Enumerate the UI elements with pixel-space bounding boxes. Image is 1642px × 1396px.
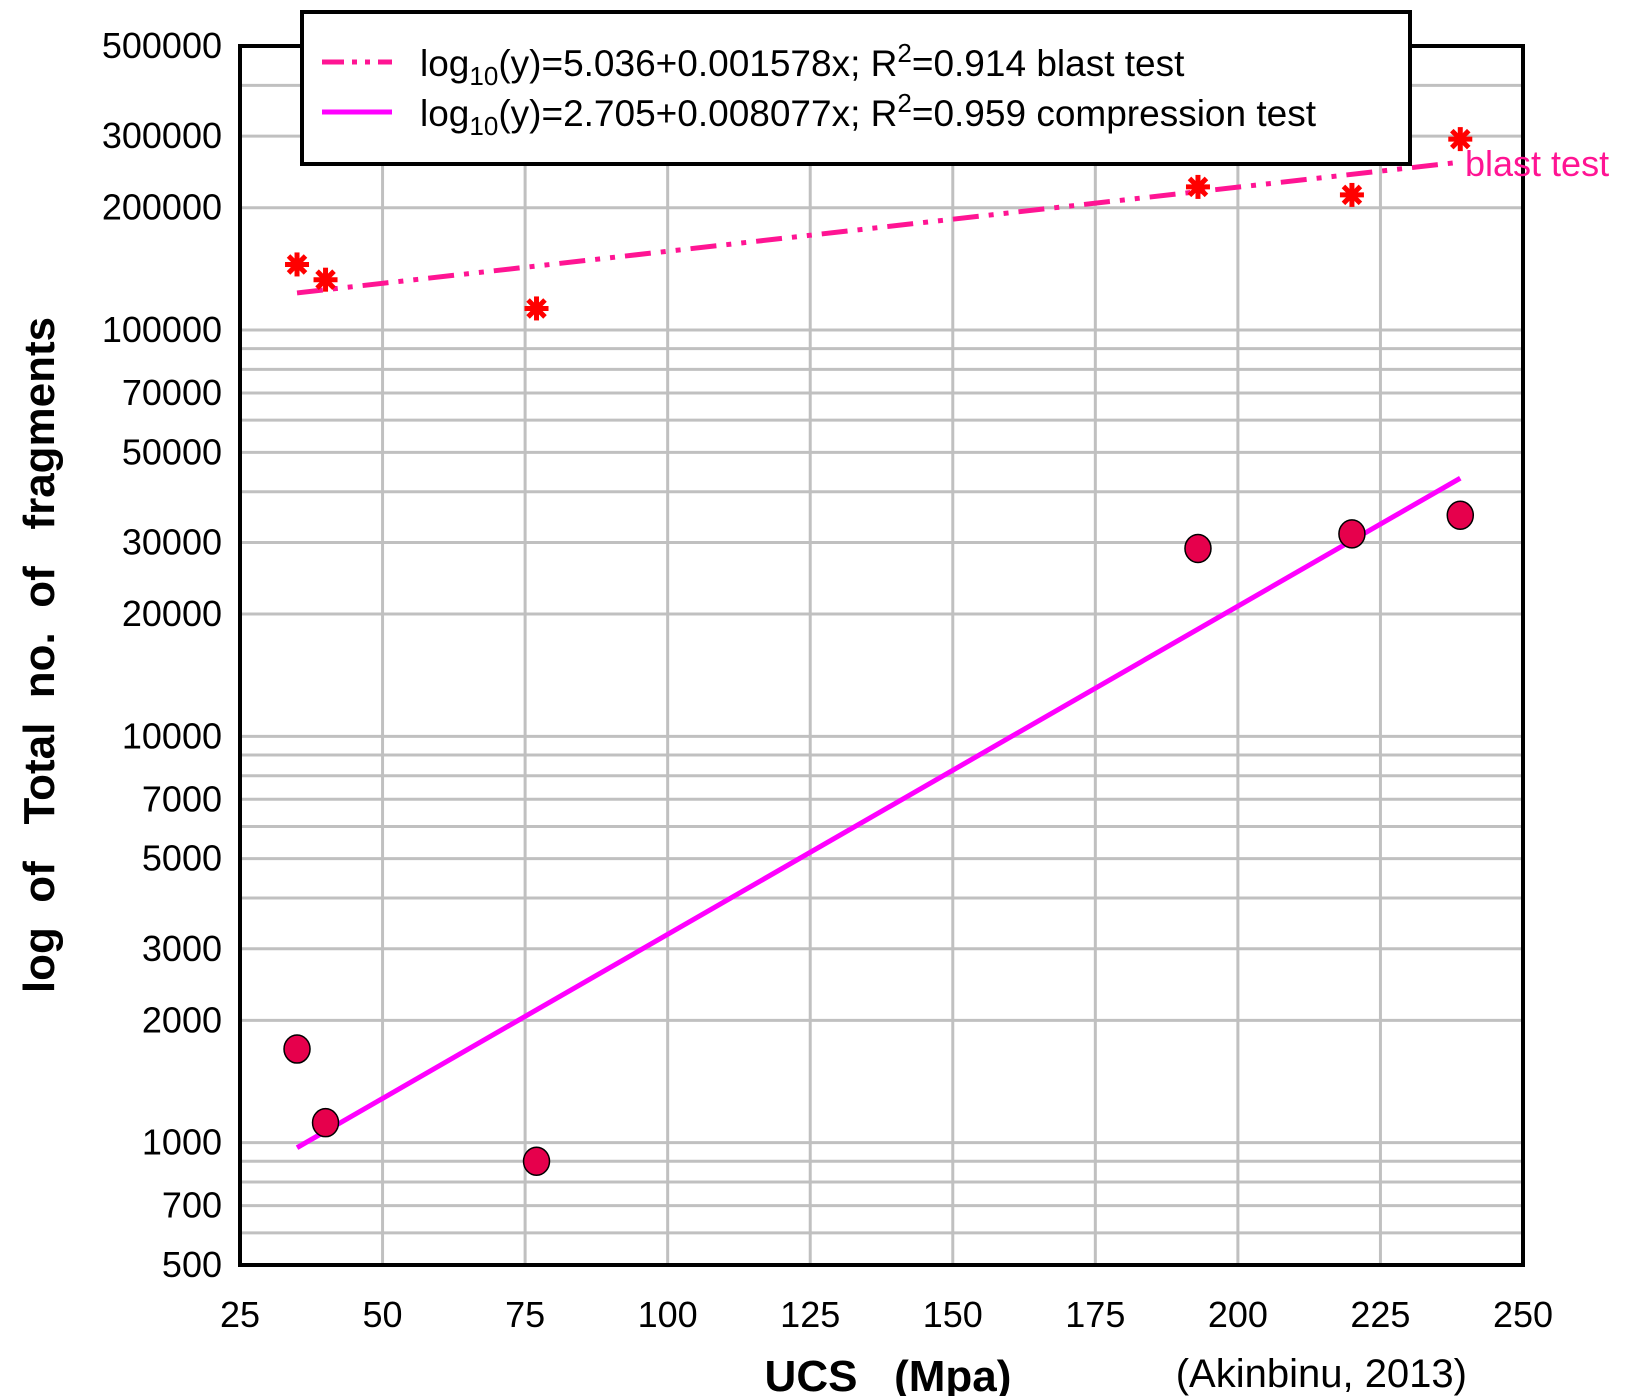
fit-line: [295, 475, 1462, 1150]
data-point-circle: [522, 1146, 551, 1177]
legend: log10(y)=5.036+0.001578x; R2=0.914 blast…: [300, 10, 1412, 166]
data-point-circle: [1184, 533, 1212, 564]
legend-entry-part: =0.914 blast test: [912, 43, 1185, 84]
legend-entry: log10(y)=5.036+0.001578x; R2=0.914 blast…: [420, 38, 1185, 91]
y-tick-label: 50000: [122, 431, 222, 472]
y-tick-label: 30000: [122, 521, 222, 562]
y-tick-label: 500: [162, 1244, 222, 1285]
tick-labels: 25 50 75 100 125 150 175 200 225 250 500 700 1000 200…: [102, 25, 1553, 1335]
legend-entry-part: log: [420, 93, 469, 134]
y-axis-title: log of Total no. of fragments: [15, 317, 64, 993]
source-citation: (Akinbinu, 2013): [1176, 1352, 1467, 1396]
x-axis-title: UCS (Mpa): [765, 1352, 1012, 1396]
y-tick-label: 20000: [122, 593, 222, 634]
plot-frame: [238, 44, 1525, 1267]
annotation-label: blast test: [1465, 143, 1609, 184]
y-tick-label: 3000: [142, 928, 222, 969]
y-tick-label: 500000: [102, 25, 222, 66]
data-points: [283, 127, 1475, 1177]
y-tick-label: 700: [162, 1185, 222, 1226]
grid: [238, 44, 1525, 1267]
legend-entry-part: (y)=2.705+0.008077x; R: [498, 93, 897, 134]
y-tick-label: 300000: [102, 115, 222, 156]
data-point-asterisk: [524, 296, 549, 321]
data-point-circle: [311, 1107, 340, 1138]
annotations: blast test: [1465, 143, 1609, 184]
data-point-asterisk: [1339, 182, 1364, 207]
x-tick-label: 175: [1065, 1294, 1125, 1335]
y-tick-label: 1000: [142, 1122, 222, 1163]
legend-entry-part: 2: [897, 88, 911, 118]
fit-line: [296, 159, 1461, 296]
y-tick-label: 70000: [122, 372, 222, 413]
data-point-asterisk: [313, 267, 338, 292]
x-tick-label: 150: [923, 1294, 983, 1335]
x-tick-label: 125: [780, 1294, 840, 1335]
fit-lines: [295, 159, 1462, 1150]
y-tick-label: 2000: [142, 999, 222, 1040]
y-tick-label: 10000: [122, 715, 222, 756]
y-tick-label: 7000: [142, 778, 222, 819]
legend-box: [300, 10, 1412, 166]
y-tick-label: 200000: [102, 187, 222, 228]
legend-entry: log10(y)=2.705+0.008077x; R2=0.959 compr…: [420, 88, 1317, 141]
data-point-circle: [283, 1034, 311, 1064]
legend-entry-part: 2: [897, 38, 911, 68]
data-point-asterisk: [1448, 127, 1473, 152]
legend-entry-part: log: [420, 43, 469, 84]
x-tick-label: 200: [1208, 1294, 1268, 1335]
x-tick-label: 75: [505, 1294, 545, 1335]
data-point-circle: [1446, 500, 1475, 531]
x-tick-label: 50: [363, 1294, 403, 1335]
data-point-circle: [1338, 519, 1366, 549]
y-tick-label: 5000: [142, 838, 222, 879]
legend-entry-part: 10: [469, 111, 498, 141]
x-tick-label: 25: [220, 1294, 260, 1335]
x-tick-label: 250: [1493, 1294, 1553, 1335]
legend-entry-part: =0.959 compression test: [912, 93, 1317, 134]
legend-entry-part: (y)=5.036+0.001578x; R: [498, 43, 897, 84]
legend-entry-part: 10: [469, 61, 498, 91]
x-tick-label: 225: [1350, 1294, 1410, 1335]
data-point-asterisk: [1185, 174, 1210, 199]
data-point-asterisk: [285, 252, 310, 277]
x-tick-label: 100: [638, 1294, 698, 1335]
y-tick-label: 100000: [102, 309, 222, 350]
